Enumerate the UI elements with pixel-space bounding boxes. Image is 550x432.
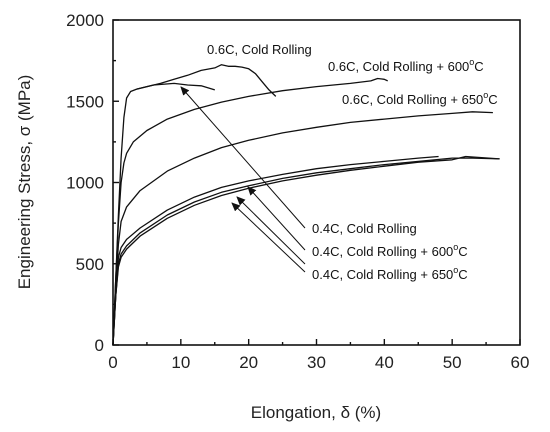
x-tick-label: 60 xyxy=(511,353,530,372)
x-tick-label: 40 xyxy=(375,353,394,372)
series-line-2 xyxy=(112,77,388,346)
series-line-1 xyxy=(112,64,277,346)
series-line-6 xyxy=(112,155,500,346)
annotation-arrow-2 xyxy=(247,186,306,251)
annotation-arrow-4 xyxy=(231,202,306,273)
series-curves xyxy=(112,64,500,346)
series-line-5 xyxy=(112,157,500,346)
series-segment-1 xyxy=(136,82,215,91)
axis-ticks: 0 10 20 30 40 50 60 0 500 1000 1500 2000 xyxy=(66,11,529,372)
series-label-5: 0.4C, Cold Rolling + 600oC xyxy=(312,242,468,259)
x-tick-label: 30 xyxy=(307,353,326,372)
y-tick-label: 0 xyxy=(95,336,104,355)
x-axis-title: Elongation, δ (%) xyxy=(251,403,381,422)
series-label-2: 0.6C, Cold Rolling + 600oC xyxy=(328,57,484,74)
annotation-arrow-3 xyxy=(236,196,306,265)
x-tick-label: 50 xyxy=(443,353,462,372)
series-label-4: 0.4C, Cold Rolling xyxy=(312,221,417,236)
y-tick-label: 1000 xyxy=(66,174,104,193)
y-tick-label: 2000 xyxy=(66,11,104,30)
series-label-3: 0.6C, Cold Rolling + 650oC xyxy=(342,90,498,107)
x-tick-label: 10 xyxy=(171,353,190,372)
y-axis-title: Engineering Stress, σ (MPa) xyxy=(15,75,34,290)
series-line-4 xyxy=(112,155,439,346)
series-label-1: 0.6C, Cold Rolling xyxy=(207,42,312,57)
series-labels: 0.6C, Cold Rolling 0.6C, Cold Rolling + 6… xyxy=(207,42,498,282)
annotation-arrows xyxy=(180,86,306,273)
annotation-arrow-1 xyxy=(180,86,306,229)
x-tick-label: 0 xyxy=(108,353,117,372)
series-line-3 xyxy=(112,111,493,346)
series-label-6: 0.4C, Cold Rolling + 650oC xyxy=(312,265,468,282)
y-tick-label: 1500 xyxy=(66,92,104,111)
y-tick-label: 500 xyxy=(76,255,104,274)
x-tick-label: 20 xyxy=(239,353,258,372)
